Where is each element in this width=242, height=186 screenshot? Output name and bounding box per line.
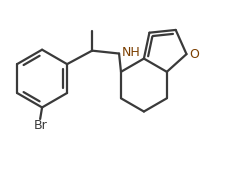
Text: O: O xyxy=(189,48,199,61)
Text: NH: NH xyxy=(121,46,140,59)
Text: Br: Br xyxy=(33,119,47,132)
